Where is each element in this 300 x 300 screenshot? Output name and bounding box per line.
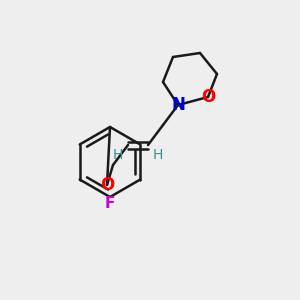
Text: O: O xyxy=(100,176,114,194)
Text: H: H xyxy=(153,148,163,162)
Text: H: H xyxy=(113,148,123,162)
Text: F: F xyxy=(105,196,115,211)
Text: N: N xyxy=(171,96,185,114)
Text: O: O xyxy=(201,88,215,106)
